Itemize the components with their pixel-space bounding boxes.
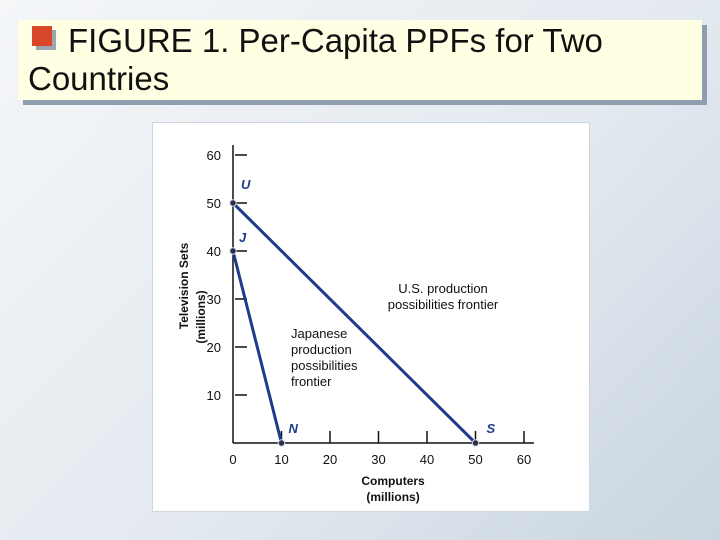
x-tick-label: 40	[420, 452, 434, 467]
x-tick-label: 20	[323, 452, 337, 467]
point-n-label: N	[289, 421, 299, 436]
title-box: FIGURE 1. Per-Capita PPFs for Two Countr…	[18, 20, 702, 100]
point-j-label: J	[239, 230, 247, 245]
us-ppf-annotation-line-2: possibilities frontier	[388, 297, 499, 312]
figure-panel	[152, 122, 590, 512]
y-axis-title-line-1: Television Sets	[177, 242, 191, 329]
x-tick-label: 50	[468, 452, 482, 467]
origin-label: 0	[229, 452, 236, 467]
y-axis-title-line-2: (millions)	[194, 290, 208, 343]
japan-ppf-annotation-line-4: frontier	[291, 374, 332, 389]
ppf-line-2	[231, 250, 283, 444]
y-tick-label: 50	[207, 196, 221, 211]
y-tick-label: 40	[207, 244, 221, 259]
y-tick-label: 30	[207, 292, 221, 307]
y-tick-label: 10	[207, 388, 221, 403]
ppf-line-1	[231, 201, 477, 445]
point-s-label: S	[487, 421, 496, 436]
x-tick-label: 30	[371, 452, 385, 467]
y-tick-label: 20	[207, 340, 221, 355]
slide-title: FIGURE 1. Per-Capita PPFs for Two Countr…	[28, 22, 603, 97]
x-axis-title-line-2: (millions)	[366, 490, 419, 504]
japan-ppf-annotation-line-3: possibilities	[291, 358, 358, 373]
point-u-marker	[229, 199, 237, 207]
x-tick-label: 60	[517, 452, 531, 467]
japan-ppf-annotation-line-2: production	[291, 342, 352, 357]
title-bullet-square	[32, 26, 52, 46]
x-tick-label: 10	[274, 452, 288, 467]
y-tick-label: 60	[207, 148, 221, 163]
point-s-marker	[471, 439, 480, 447]
point-u-label: U	[241, 177, 251, 192]
point-n-marker	[277, 439, 286, 447]
point-j-marker	[229, 247, 237, 255]
us-ppf-annotation-line-1: U.S. production	[398, 281, 488, 296]
japan-ppf-annotation-line-1: Japanese	[291, 326, 347, 341]
x-axis-title-line-1: Computers	[361, 474, 425, 488]
